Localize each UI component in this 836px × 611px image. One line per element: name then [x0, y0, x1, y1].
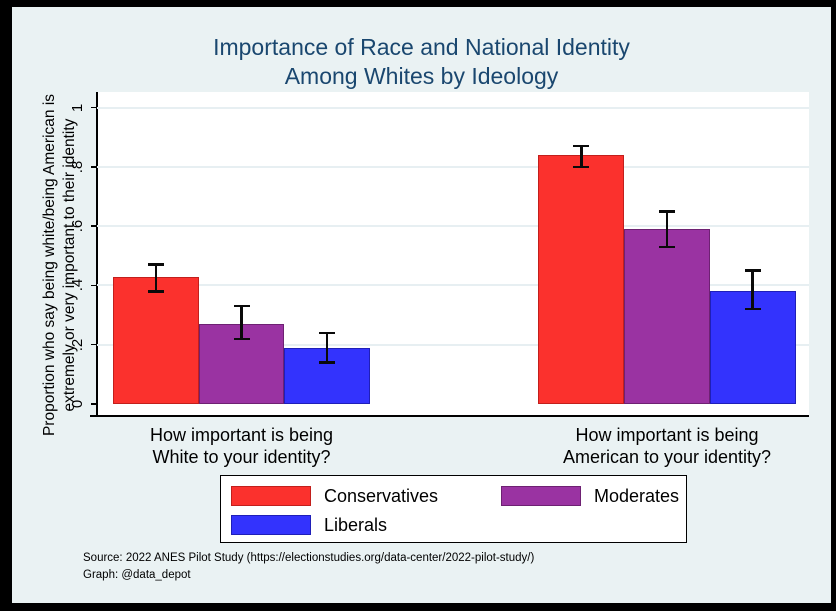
y-tick-mark	[91, 343, 97, 346]
y-tick-mark	[91, 284, 97, 287]
legend-swatch-conservatives	[231, 486, 311, 506]
chart-title: Importance of Race and National Identity…	[12, 33, 831, 92]
y-tick-label: .4	[68, 279, 86, 292]
error-bar-cap-top	[147, 263, 164, 266]
error-bar-cap-top	[744, 269, 761, 272]
gridline	[97, 225, 809, 228]
y-tick-mark	[91, 166, 97, 168]
error-bar-cap-bottom	[659, 245, 675, 249]
gridline	[97, 106, 809, 109]
error-bar-cap-top	[659, 210, 675, 213]
error-bar-cap-bottom	[744, 307, 761, 311]
chart-title-line1: Importance of Race and National Identity	[213, 34, 630, 60]
x-category-label-white: How important is being White to your ide…	[149, 425, 334, 467]
gridline	[97, 284, 809, 287]
error-bar-cap-bottom	[319, 361, 336, 364]
error-bar-stem	[665, 211, 669, 247]
error-bar-cap-bottom	[147, 290, 164, 293]
error-bar-stem	[751, 270, 754, 310]
legend-swatch-moderates	[501, 486, 581, 506]
source-note: Source: 2022 ANES Pilot Study (https://e…	[83, 552, 535, 564]
error-bar-cap-top	[233, 304, 250, 308]
error-bar-cap-top	[319, 331, 336, 335]
y-axis-line	[96, 92, 98, 415]
error-bar-stem	[240, 306, 243, 339]
error-bar-stem	[325, 332, 329, 363]
y-tick-label: .2	[68, 338, 86, 351]
x-axis-line	[90, 415, 809, 417]
bar-conservatives-0	[112, 276, 199, 404]
error-bar-cap-top	[573, 144, 590, 148]
y-tick-mark	[91, 106, 97, 109]
y-tick-label: 1	[68, 103, 86, 112]
legend-label-liberals: Liberals	[324, 514, 388, 535]
y-axis-title-line1: Proportion who say being white/being Ame…	[41, 93, 58, 437]
y-tick-label: .8	[68, 160, 86, 174]
legend-label-conservatives: Conservatives	[324, 485, 439, 506]
credit-note: Graph: @data_depot	[83, 568, 191, 581]
bar-conservatives-1	[538, 154, 625, 404]
legend-swatch-liberals	[231, 515, 311, 535]
gridline	[97, 343, 809, 346]
plot-area: 0 .2 .4 .6 .8 1	[69, 92, 809, 417]
y-tick-mark	[91, 403, 97, 405]
error-bar-stem	[580, 146, 583, 167]
legend: Conservatives Moderates Liberals	[220, 475, 687, 543]
chart-title-line2: Among Whites by Ideology	[284, 63, 559, 90]
error-bar-cap-bottom	[573, 165, 590, 169]
x-category-label-american: How important is being American to your …	[562, 425, 772, 467]
chart-notes: Source: 2022 ANES Pilot Study (https://e…	[83, 550, 534, 583]
chart-canvas: Importance of Race and National Identity…	[12, 7, 831, 603]
y-tick-label: 0	[68, 399, 86, 409]
y-tick-label: .6	[68, 219, 86, 233]
legend-label-moderates: Moderates	[594, 485, 680, 506]
error-bar-stem	[154, 264, 158, 292]
y-tick-mark	[91, 225, 97, 227]
error-bar-cap-bottom	[233, 337, 250, 341]
gridline	[97, 165, 809, 168]
bar-moderates-1	[624, 229, 710, 404]
